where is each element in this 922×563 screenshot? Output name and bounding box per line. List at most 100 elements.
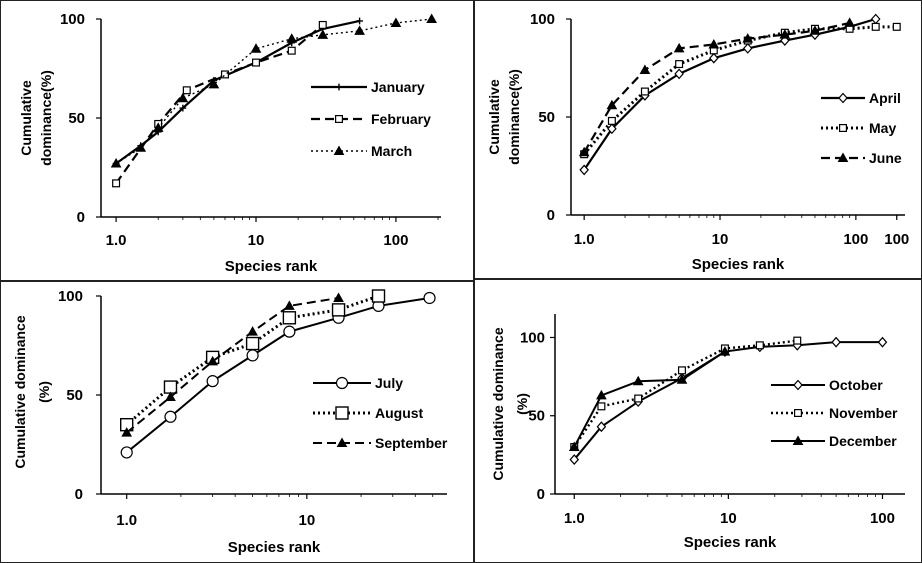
chart1-legend-marker-march: [333, 145, 345, 155]
chart4-x-axis-label: Species rank: [684, 534, 777, 551]
chart2-point-june-9: [844, 17, 855, 27]
chart-panel-january-march: 0 50 100 1.0 10 100 Species rank Cumulative domi…: [0, 0, 474, 281]
chart3-point-august-2: [163, 380, 178, 394]
chart1-point-march-11: [426, 13, 437, 23]
chart3-legend-label-july: July: [375, 375, 403, 391]
chart4-point-december-5: [719, 346, 731, 356]
chart1-point-february-3: [182, 86, 191, 95]
chart-panel-october-december: 0 50 100 1.0 10 100 Species rank Cumulative dom…: [474, 279, 922, 563]
chart3-line-september: [126, 296, 339, 434]
chart3-series-july: July: [120, 291, 436, 459]
chart4-legend-marker-november: [794, 409, 803, 418]
chart2-xtick-label-0: 1.0: [574, 231, 595, 248]
chart4-point-october-8: [831, 336, 841, 348]
chart1-legend-marker-february: [335, 114, 344, 123]
chart3-point-july-5: [283, 325, 296, 338]
chart4-y-axis-label-line-2: (%): [514, 393, 530, 415]
chart2-line-april: [583, 17, 877, 171]
chart3-point-august-7: [371, 289, 386, 303]
chart1-line-january: [115, 19, 360, 165]
chart2-point-june-3: [639, 64, 651, 74]
chart3-ytick-label-0: 0: [75, 486, 83, 503]
chart2-series-april: April: [579, 13, 901, 176]
chart2-point-april-5: [708, 52, 719, 64]
chart4-point-october-2: [596, 421, 607, 433]
chart2-point-april-6: [742, 42, 753, 54]
chart2-point-june-7: [779, 29, 791, 39]
chart2-line-june: [583, 21, 850, 153]
chart3-y-axis-label-line-1: Cumulative dominance: [12, 315, 28, 468]
chart1-point-february-5: [252, 58, 261, 67]
chart4-point-december-4: [676, 374, 688, 384]
chart2-ytick-label-100: 100: [530, 11, 555, 28]
chart2-point-june-5: [708, 38, 720, 49]
chart2-ytick-label-0: 0: [547, 207, 555, 224]
chart1-point-february-6: [287, 46, 296, 55]
chart3-point-august-5: [282, 311, 297, 325]
chart4-legend-marker-december: [792, 435, 804, 445]
chart1-ytick-label-50: 50: [68, 110, 85, 127]
chart2-y-axis-label-line-2: dominance(%): [506, 69, 522, 165]
chart1-point-march-7: [286, 33, 298, 43]
chart1-point-march-4: [177, 92, 189, 103]
chart1-point-march-2: [135, 142, 147, 152]
chart-jul-sep-svg: 0 50 100 1.0 10 Species rank Cumulative domina…: [12, 288, 448, 556]
chart4-ytick-label-0: 0: [537, 486, 545, 503]
chart2-legend-marker-june: [837, 152, 849, 162]
chart4-point-november-3: [634, 394, 643, 403]
chart4-legend-label-october: October: [829, 377, 883, 393]
chart3-point-august-4: [245, 336, 260, 351]
chart3-legend-marker-september: [336, 437, 348, 447]
chart2-xtick-label-1: 10: [712, 231, 729, 248]
chart4-point-december-2: [596, 389, 607, 400]
chart2-x-axis-label: Species rank: [692, 256, 785, 273]
chart1-y-axis-label-line-2: dominance(%): [38, 70, 54, 166]
chart3-point-july-2: [164, 410, 177, 423]
chart3-point-july-1: [120, 446, 133, 459]
chart4-series-december: December: [568, 346, 897, 452]
chart4-xtick-label-1: 10: [720, 510, 737, 527]
chart4-point-december-3: [632, 375, 644, 386]
chart2-line-may: [583, 25, 897, 156]
chart2-legend-label-june: June: [869, 150, 902, 166]
chart2-point-may-3: [640, 87, 649, 96]
chart-oct-dec-svg: 0 50 100 1.0 10 100 Species rank Cumulative dom…: [490, 314, 905, 551]
chart-panel-july-september: 0 50 100 1.0 10 Species rank Cumulative domina…: [0, 281, 474, 563]
chart2-legend-label-april: April: [869, 90, 901, 106]
chart1-series-february: February: [112, 20, 431, 188]
chart4-point-november-7: [793, 336, 802, 345]
chart3-y-axis-label-line-2: (%): [36, 381, 52, 403]
chart1-line-march: [115, 18, 432, 165]
chart3-point-july-3: [206, 375, 219, 388]
chart1-point-march-5: [208, 78, 220, 89]
chart2-series-june: June: [578, 17, 902, 166]
chart4-series-november: November: [570, 336, 898, 452]
chart2-point-april-1: [579, 164, 589, 176]
chart1-ytick-label-100: 100: [60, 11, 85, 28]
chart3-series-september: September: [121, 292, 448, 451]
chart3-line-july: [126, 296, 430, 454]
chart1-point-february-4: [220, 70, 229, 79]
chart1-ytick-label-0: 0: [77, 209, 85, 226]
chart3-legend-label-august: August: [375, 405, 424, 421]
chart3-point-september-3: [207, 355, 218, 366]
chart2-point-june-4: [673, 42, 685, 53]
chart1-xtick-label-0: 1.0: [106, 232, 127, 249]
chart1-point-march-10: [390, 17, 402, 27]
chart2-legend-marker-may: [839, 123, 848, 132]
chart3-ytick-label-100: 100: [58, 288, 83, 305]
chart4-point-november-2: [597, 402, 606, 411]
chart2-legend-label-may: May: [869, 120, 896, 136]
chart4-y-axis-label: Cumulative dominance (%): [490, 327, 530, 480]
chart4-point-october-9: [877, 336, 888, 348]
chart4-point-november-4: [677, 366, 686, 375]
chart3-point-september-5: [284, 300, 295, 310]
chart4-point-december-1: [568, 441, 580, 452]
chart1-legend-label-march: March: [371, 143, 412, 159]
chart1-legend-label-january: January: [371, 79, 425, 95]
chart1-point-march-6: [250, 43, 262, 53]
chart-panel-april-june: 0 50 100 1.0 10 100 100 Species rank Cumulative d…: [474, 0, 922, 279]
chart2-point-june-2: [606, 99, 618, 110]
chart2-point-april-4: [674, 68, 684, 80]
chart2-point-may-11: [892, 22, 901, 31]
